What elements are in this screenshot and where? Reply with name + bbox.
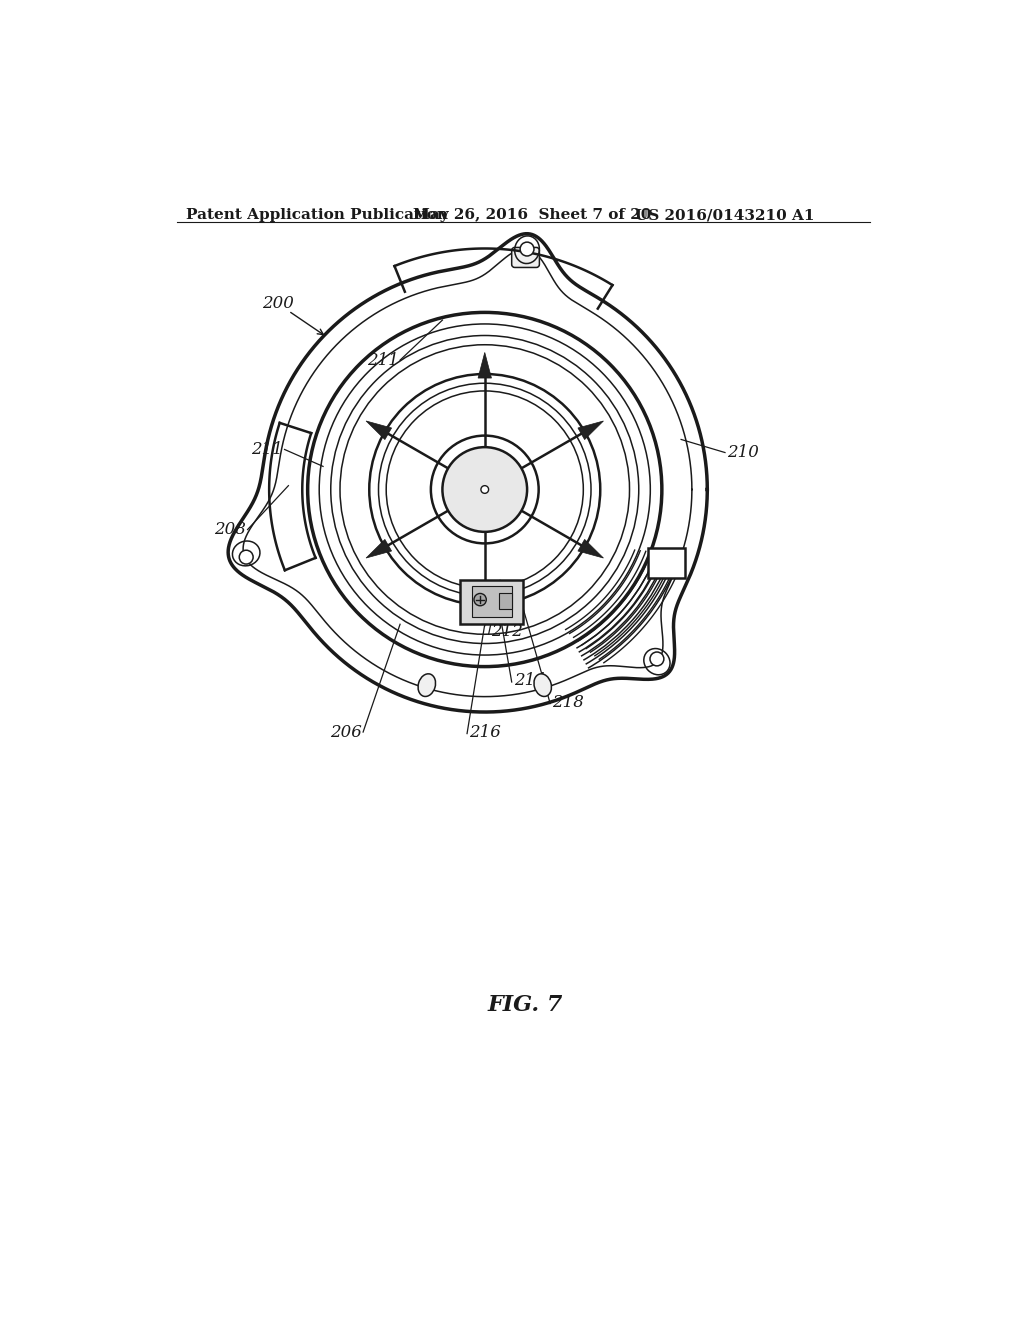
Bar	[648, 548, 685, 578]
Text: FIG. 7: FIG. 7	[487, 994, 562, 1016]
FancyBboxPatch shape	[512, 247, 540, 268]
Text: 211: 211	[251, 441, 283, 458]
Text: US 2016/0143210 A1: US 2016/0143210 A1	[635, 209, 814, 223]
Circle shape	[474, 594, 486, 606]
Text: 200: 200	[262, 294, 294, 312]
Text: 206: 206	[330, 723, 361, 741]
Text: 210: 210	[727, 444, 759, 461]
Circle shape	[442, 447, 527, 532]
Bar	[460, 579, 523, 624]
Text: Patent Application Publication: Patent Application Publication	[186, 209, 449, 223]
Circle shape	[650, 652, 664, 665]
Text: 211: 211	[367, 351, 398, 368]
Bar	[499, 594, 512, 609]
Circle shape	[520, 242, 534, 256]
Polygon shape	[478, 352, 492, 378]
Text: 214: 214	[514, 672, 546, 689]
Polygon shape	[366, 540, 391, 558]
Text: 218: 218	[553, 693, 585, 710]
Bar	[472, 586, 512, 616]
Text: 212: 212	[490, 623, 523, 640]
Circle shape	[240, 550, 253, 564]
Polygon shape	[578, 421, 603, 440]
Circle shape	[481, 486, 488, 494]
Polygon shape	[578, 540, 603, 558]
Text: 208: 208	[214, 521, 246, 539]
Ellipse shape	[418, 673, 435, 697]
Text: 216: 216	[469, 723, 501, 741]
Polygon shape	[478, 601, 492, 627]
Polygon shape	[366, 421, 391, 440]
Ellipse shape	[534, 673, 552, 697]
Text: May 26, 2016  Sheet 7 of 20: May 26, 2016 Sheet 7 of 20	[413, 209, 651, 223]
